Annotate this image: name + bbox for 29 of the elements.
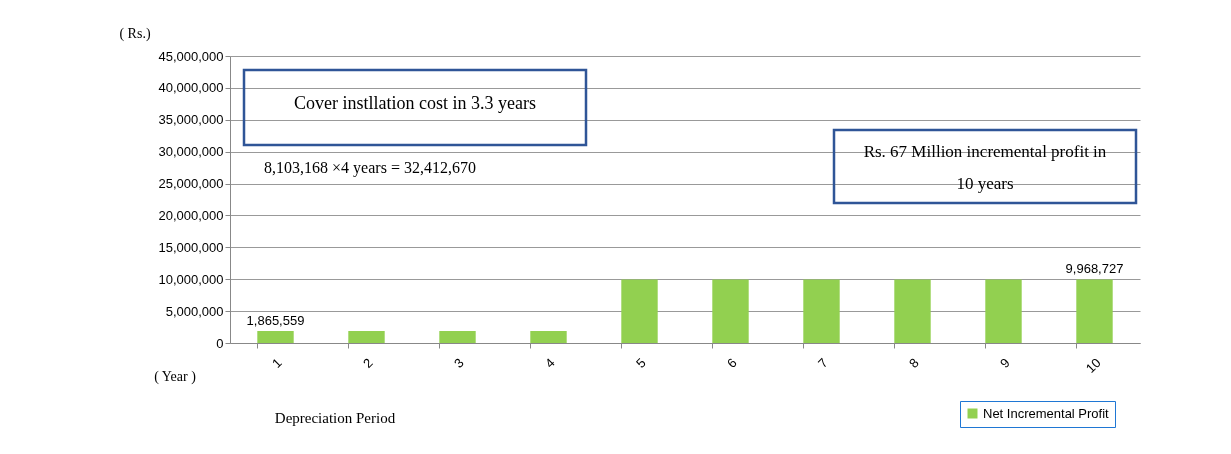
x-tick-label: 1 [268,355,285,371]
x-tick-label: 7 [814,355,831,371]
y-tick-label: 10,000,000 [158,271,224,287]
data-label: 1,865,559 [246,313,305,329]
annotation: Cover instllation cost in 3.3 years [294,93,536,113]
y-tick-label: 40,000,000 [158,80,224,96]
y-tick-label: 15,000,000 [158,239,224,255]
y-axis-title: ( Rs.) [119,26,151,42]
y-tick-label: 25,000,000 [158,176,224,192]
y-tick-label: 45,000,000 [158,48,224,64]
annotation: Rs. 67 Million incremental profit in 10 years [863,142,1107,193]
y-tick-label: 0 [216,335,224,351]
x-tick-label: 4 [541,355,558,371]
y-tick-label: 35,000,000 [158,112,224,128]
data-label: 9,968,727 [1065,261,1124,277]
text: Depreciation Period [274,410,396,426]
x-tick-label: 8 [905,355,922,371]
x-tick-label: 3 [450,355,467,371]
x-axis-title: ( Year ) [154,369,197,385]
x-tick-label: 6 [723,355,740,371]
y-tick-label: 5,000,000 [165,303,224,319]
x-tick-label: 2 [359,355,376,371]
annotation: 8,103,168 ×4 years = 32,412,670 [264,159,476,177]
x-tick-label: 10 [1082,355,1104,376]
legend-label: Net Incremental Profit [983,405,1110,421]
y-tick-label: 20,000,000 [158,207,224,223]
y-tick-label: 30,000,000 [158,144,224,160]
x-tick-label: 5 [632,355,649,371]
x-tick-label: 9 [996,355,1013,371]
